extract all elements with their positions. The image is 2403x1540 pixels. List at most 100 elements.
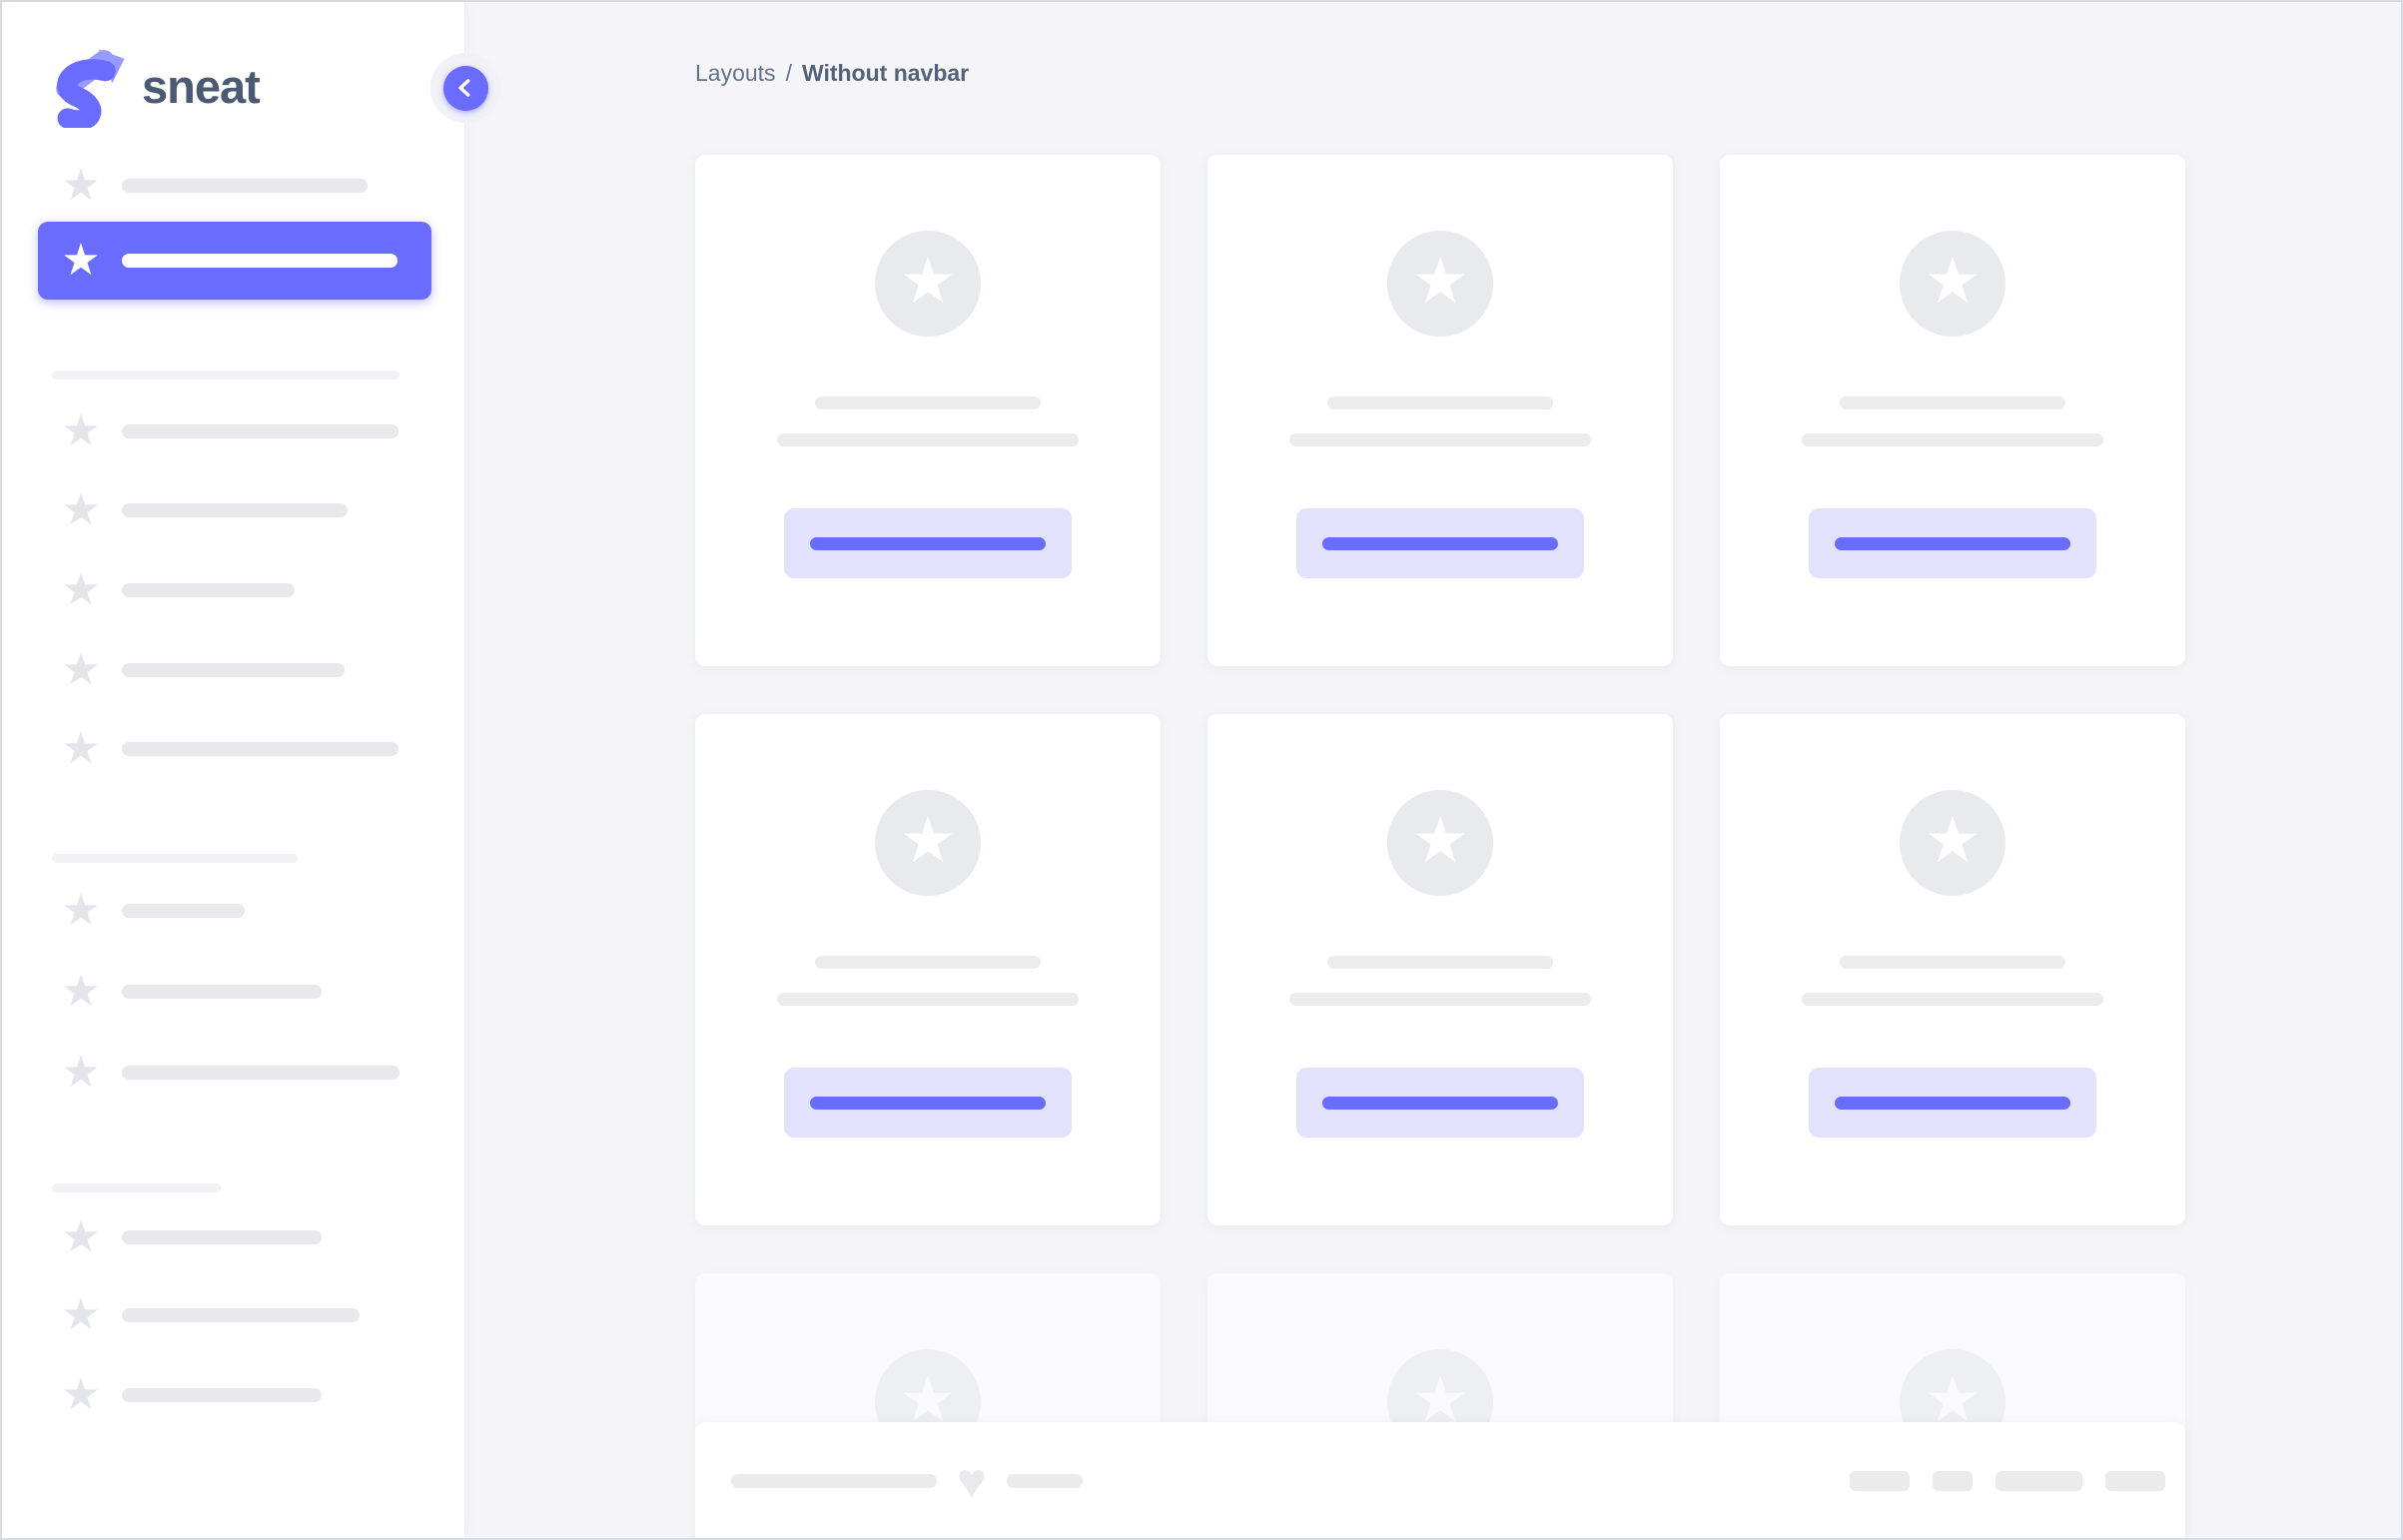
placeholder-card: ★ [1207,155,1673,666]
footer-pill [1933,1471,1973,1491]
skeleton-bar [122,1308,360,1322]
text-line-placeholder [1327,956,1553,969]
button-label-placeholder [1322,536,1558,550]
button-label-placeholder [1322,1096,1558,1110]
placeholder-card: ★ [695,155,1161,666]
sidebar-item[interactable]: ★ [2,392,465,470]
breadcrumb: Layouts / Without navbar [695,58,969,88]
text-line-placeholder [1840,396,2065,409]
star-icon: ★ [1411,245,1469,317]
footer-pill [1850,1471,1910,1491]
sidebar-item[interactable]: ★ [2,1356,465,1434]
skeleton-bar [122,1230,322,1244]
star-icon: ★ [899,804,957,876]
sidebar-item[interactable]: ★ [2,147,465,225]
text-line-placeholder [777,433,1079,446]
sidebar-item[interactable]: ★ [2,1198,465,1276]
sneat-logo-icon [56,49,125,128]
text-line-placeholder [1802,993,2103,1006]
menu-section-divider [52,1183,221,1192]
skeleton-bar [122,985,322,999]
star-icon: ★ [61,1212,101,1261]
star-icon: ★ [61,886,101,935]
skeleton-bar [122,1388,322,1402]
sidebar-collapse-button[interactable] [430,53,500,123]
button-label-placeholder [810,1096,1046,1110]
card-action-button[interactable] [784,1068,1072,1138]
sidebar-item[interactable]: ★ [2,551,465,629]
button-label-placeholder [810,536,1046,550]
star-circle: ★ [875,790,981,896]
sidebar-item[interactable]: ★ [2,1034,465,1112]
footer-pill [1996,1471,2082,1491]
text-line-placeholder [1802,433,2103,446]
brand-name: sneat [142,59,261,113]
skeleton-bar [122,503,348,517]
text-line-placeholder [1840,956,2065,969]
sidebar: sneat ★ ★ ★ ★ ★ ★ ★ ★ ★ ★ ★ ★ ★ [2,2,465,1538]
breadcrumb-separator: / [785,60,792,86]
star-icon: ★ [899,1363,957,1435]
card-action-button[interactable] [1809,1068,2096,1138]
placeholder-card: ★ [695,714,1161,1225]
skeleton-bar [122,742,399,756]
star-circle: ★ [1900,790,2005,896]
skeleton-bar [122,583,295,597]
button-label-placeholder [1835,1096,2070,1110]
star-icon: ★ [61,724,101,773]
star-circle: ★ [1900,231,2005,337]
skeleton-bar [122,663,345,677]
sidebar-item[interactable]: ★ [2,710,465,788]
card-action-button[interactable] [1296,1068,1584,1138]
placeholder-card: ★ [1720,155,2185,666]
star-circle: ★ [1387,231,1493,337]
star-icon: ★ [1924,245,1982,317]
text-line-placeholder [1289,433,1591,446]
star-icon: ★ [61,967,101,1016]
sidebar-item[interactable]: ★ [2,471,465,549]
star-icon: ★ [61,1290,101,1339]
card-action-button[interactable] [1296,508,1584,578]
brand-logo[interactable]: sneat [44,44,261,128]
footer-skeleton-bar [731,1474,937,1488]
footer-pill [2105,1471,2165,1491]
skeleton-bar [122,1066,400,1080]
star-circle: ★ [1387,790,1493,896]
menu-section-divider [52,854,298,863]
star-icon: ★ [1924,804,1982,876]
star-icon: ★ [61,161,101,210]
text-line-placeholder [1327,396,1553,409]
star-icon: ★ [61,236,101,285]
card-action-button[interactable] [1809,508,2096,578]
button-label-placeholder [1835,536,2070,550]
placeholder-card: ★ [1720,714,2185,1225]
sidebar-item[interactable]: ★ [2,953,465,1031]
text-line-placeholder [815,396,1041,409]
skeleton-bar [122,904,245,918]
footer-bar: ♥ [695,1422,2185,1538]
breadcrumb-parent[interactable]: Layouts [695,60,776,86]
star-icon: ★ [1924,1363,1982,1435]
text-line-placeholder [1289,993,1591,1006]
text-line-placeholder [815,956,1041,969]
sidebar-item[interactable]: ★ [2,631,465,709]
text-line-placeholder [777,993,1079,1006]
star-icon: ★ [1411,1363,1469,1435]
skeleton-bar [122,179,368,193]
star-icon: ★ [61,1370,101,1419]
sidebar-item[interactable]: ★ [2,872,465,950]
menu-section-divider [52,371,400,380]
card-action-button[interactable] [784,508,1072,578]
placeholder-card: ★ [1207,714,1673,1225]
card-grid: ★ ★ ★ ★ ★ ★ ★ ★ ★ [695,155,2185,1538]
star-icon: ★ [61,565,101,614]
star-circle: ★ [875,231,981,337]
sidebar-menu: ★ ★ ★ ★ ★ ★ ★ ★ ★ ★ ★ ★ ★ [2,2,465,1538]
breadcrumb-current: Without navbar [801,60,970,86]
skeleton-bar [122,424,399,438]
sidebar-item[interactable]: ★ [2,1276,465,1354]
star-icon: ★ [899,245,957,317]
sidebar-item-active[interactable]: ★ [38,222,431,300]
